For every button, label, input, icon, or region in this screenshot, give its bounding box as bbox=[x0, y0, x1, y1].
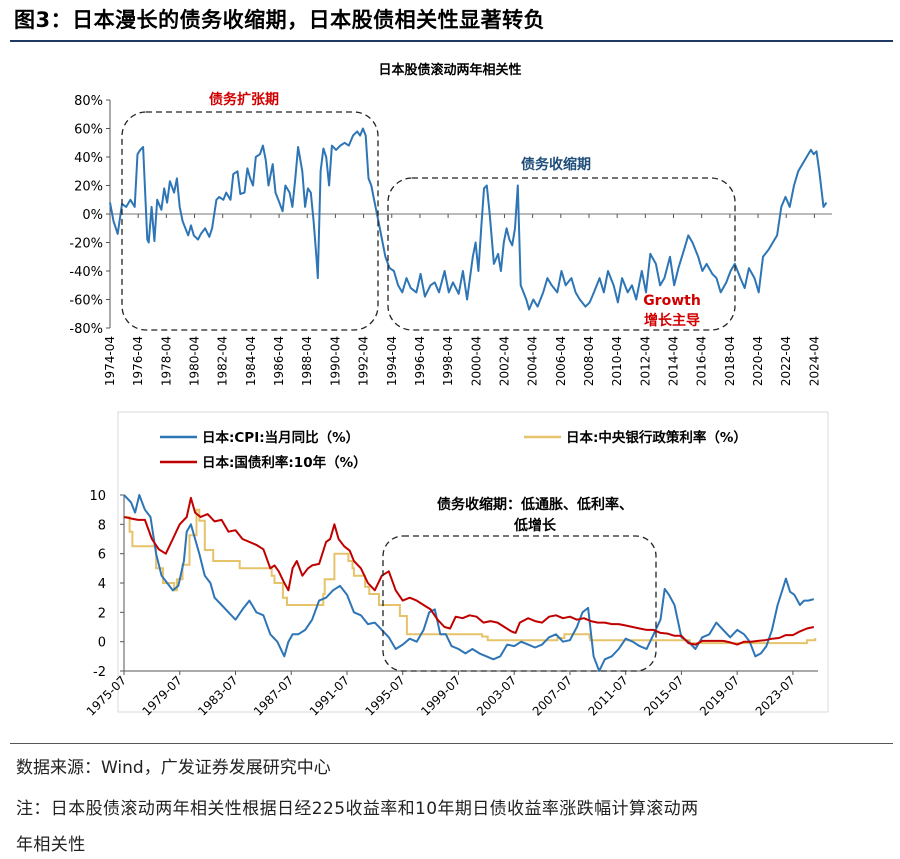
correlation-series-line bbox=[109, 127, 828, 311]
correlation-chart: 日本股债滚动两年相关性 -80% -60% -40% -20% 0% 20% 40% 60% 8… bbox=[69, 62, 832, 386]
correlation-x-tick-label: 2012-04 bbox=[638, 336, 652, 386]
correlation-x-tick-label: 1978-04 bbox=[159, 336, 173, 386]
correlation-x-axis: 1974-04 1976-04 1978-04 1980-04 1982-04 1984-… bbox=[103, 214, 821, 386]
correlation-x-tick-label: 1988-04 bbox=[300, 336, 314, 386]
correlation-x-tick-label: 2016-04 bbox=[695, 336, 709, 386]
correlation-y-tick-label: -80% bbox=[69, 322, 103, 337]
footnote-line-1: 注：日本股债滚动两年相关性根据日经225收益率和10年期日债收益率涨跌幅计算滚动… bbox=[16, 799, 699, 819]
correlation-x-tick-label: 1974-04 bbox=[103, 336, 117, 386]
footer-rule bbox=[10, 743, 893, 744]
correlation-x-tick-label: 1990-04 bbox=[328, 336, 342, 386]
macro-y-tick-label: 0 bbox=[98, 636, 106, 651]
figure-canvas: 日本股债滚动两年相关性 -80% -60% -40% -20% 0% 20% 40% 60% 8… bbox=[69, 62, 832, 719]
correlation-y-tick-label: 0% bbox=[82, 208, 103, 223]
legend-policy-rate-label: 日本:中央银行政策利率（%） bbox=[566, 429, 747, 446]
correlation-chart-title: 日本股债滚动两年相关性 bbox=[378, 62, 521, 78]
correlation-x-tick-label: 2006-04 bbox=[554, 336, 568, 386]
figure-title: 图3：日本漫长的债务收缩期，日本股债相关性显著转负 bbox=[14, 8, 546, 32]
source-note: 数据来源：Wind，广发证券发展研究中心 bbox=[16, 758, 331, 778]
contraction-annotation-line2: 低增长 bbox=[513, 517, 557, 534]
correlation-x-tick-label: 1992-04 bbox=[357, 336, 371, 386]
correlation-x-tick-label: 1994-04 bbox=[385, 336, 399, 386]
policy-rate-line bbox=[124, 508, 817, 645]
footnote-line-2: 年相关性 bbox=[16, 835, 86, 855]
correlation-y-tick-label: 80% bbox=[74, 94, 103, 109]
correlation-y-tick-label: -60% bbox=[69, 294, 103, 309]
macro-chart-frame bbox=[117, 411, 829, 713]
correlation-x-tick-label: 2022-04 bbox=[779, 336, 793, 386]
correlation-x-tick-label: 1976-04 bbox=[131, 336, 145, 386]
correlation-x-tick-label: 2018-04 bbox=[723, 336, 737, 386]
macro-y-axis: -2 0 2 4 6 8 10 bbox=[89, 489, 124, 680]
correlation-x-tick-label: 1982-04 bbox=[216, 336, 230, 386]
jgb-10y-line bbox=[123, 496, 815, 646]
correlation-y-tick-label: -40% bbox=[69, 265, 103, 280]
macro-y-tick-label: 6 bbox=[98, 548, 106, 563]
correlation-x-tick-label: 1980-04 bbox=[188, 336, 202, 386]
correlation-y-tick-label: 60% bbox=[74, 123, 103, 138]
cpi-line bbox=[123, 494, 815, 672]
correlation-x-tick-label: 2010-04 bbox=[610, 336, 624, 386]
correlation-x-tick-label: 2000-04 bbox=[469, 336, 483, 386]
contraction-period-label: 债务收缩期 bbox=[521, 156, 591, 173]
correlation-x-tick-label: 1998-04 bbox=[441, 336, 455, 386]
legend-jgb-10y-label: 日本:国债利率:10年（%） bbox=[202, 454, 367, 471]
macro-y-tick-label: 4 bbox=[98, 577, 106, 592]
correlation-y-axis: -80% -60% -40% -20% 0% 20% 40% 60% 80% bbox=[69, 94, 110, 337]
macro-y-tick-label: 2 bbox=[98, 606, 106, 621]
correlation-x-tick-label: 1986-04 bbox=[272, 336, 286, 386]
correlation-x-tick-label: 1984-04 bbox=[244, 336, 258, 386]
expansion-period-box bbox=[121, 111, 379, 331]
macro-y-tick-label: 8 bbox=[98, 518, 106, 533]
contraction-annotation-line1: 债务收缩期：低通胀、低利率、 bbox=[437, 496, 633, 513]
correlation-x-tick-label: 2008-04 bbox=[582, 336, 596, 386]
macro-x-axis: 1975-07 1979-07 1983-07 1987-07 1991-07 1995-… bbox=[84, 671, 798, 719]
correlation-x-tick-label: 1996-04 bbox=[413, 336, 427, 386]
growth-label-cn: 增长主导 bbox=[644, 312, 700, 329]
correlation-x-tick-label: 2004-04 bbox=[526, 336, 540, 386]
growth-label-en: Growth bbox=[643, 293, 701, 309]
macro-legend: 日本:CPI:当月同比（%） 日本:中央银行政策利率（%） 日本:国债利率:10… bbox=[160, 429, 747, 471]
correlation-y-tick-label: -20% bbox=[69, 237, 103, 252]
title-rule bbox=[10, 40, 893, 42]
expansion-period-label: 债务扩张期 bbox=[209, 91, 279, 108]
legend-cpi-label: 日本:CPI:当月同比（%） bbox=[202, 429, 359, 446]
correlation-x-tick-label: 2014-04 bbox=[667, 336, 681, 386]
correlation-x-tick-label: 2024-04 bbox=[807, 336, 821, 386]
correlation-x-tick-label: 2002-04 bbox=[497, 336, 511, 386]
macro-rates-chart: 日本:CPI:当月同比（%） 日本:中央银行政策利率（%） 日本:国债利率:10… bbox=[84, 411, 829, 719]
correlation-x-tick-label: 2020-04 bbox=[751, 336, 765, 386]
correlation-y-tick-label: 20% bbox=[74, 180, 103, 195]
contraction-period-box-2 bbox=[382, 535, 657, 672]
correlation-y-tick-label: 40% bbox=[74, 151, 103, 166]
macro-y-tick-label: 10 bbox=[89, 489, 106, 504]
macro-y-tick-label: -2 bbox=[93, 665, 106, 680]
